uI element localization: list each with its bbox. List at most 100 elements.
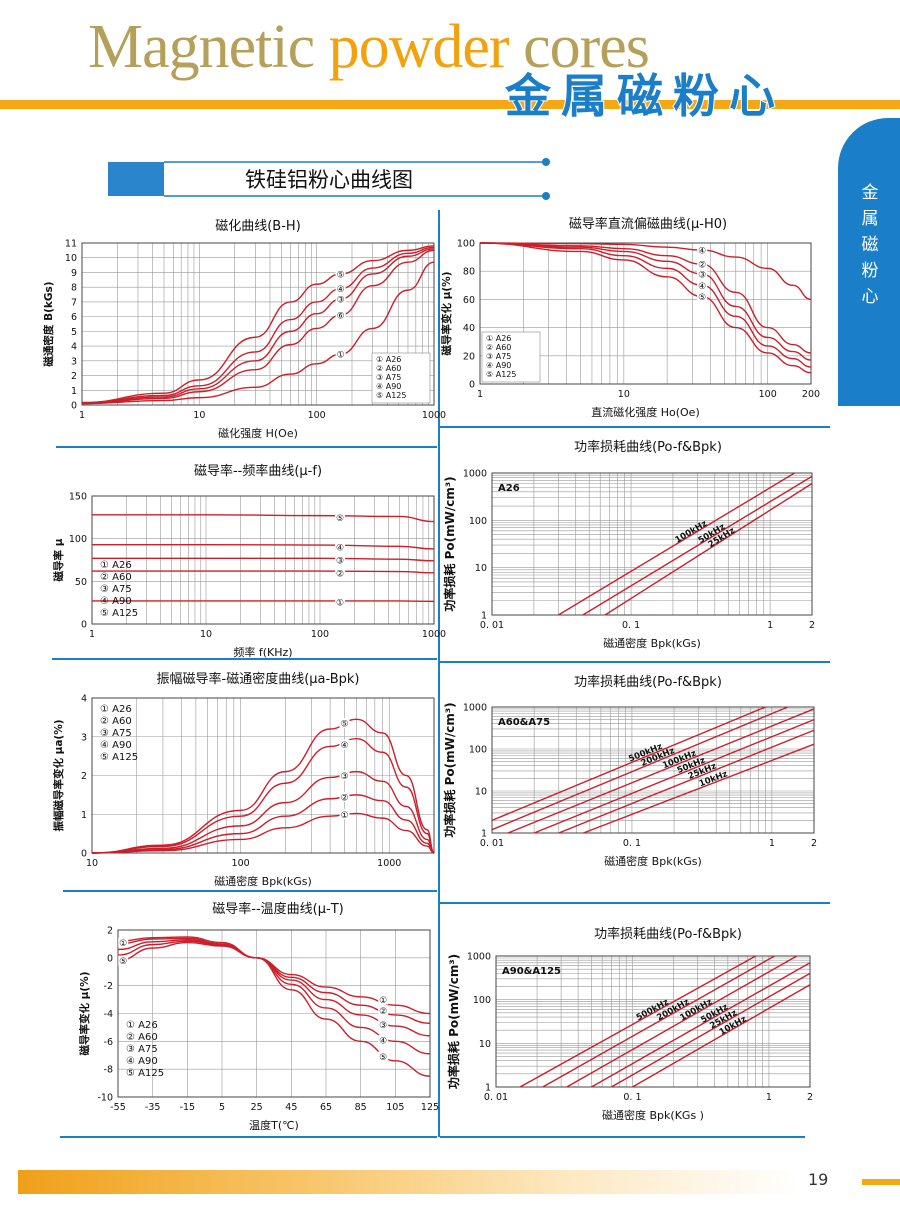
y-tick-label: -6 [104,1037,113,1048]
marker-bg [378,1034,389,1045]
legend-entry: ① A26 [376,355,401,364]
series-line [91,812,435,854]
x-axis-label: 磁通密度 Bpk(kGs) [214,874,312,888]
x-tick-label: 200 [802,389,820,400]
legend-entry: ④ A90 [100,740,132,751]
y-tick-label: 80 [463,267,475,278]
curve-marker: ① [379,996,387,1006]
series-line [117,939,431,1037]
x-tick-label: 45 [285,1102,297,1113]
marker-bg [378,1005,389,1016]
x-tick-label: 1000 [422,410,446,421]
inner-label: A90&A125 [502,966,561,977]
y-tick-label: 3 [81,732,87,743]
y-axis-label: 磁导率变化 μ(%) [78,972,91,1056]
y-tick-label: 100 [69,534,87,545]
series-line [81,246,435,404]
legend-entry: ⑤ A125 [126,1068,164,1079]
y-tick-label: 0 [107,953,113,964]
y-tick-label: 100 [473,995,491,1006]
x-tick-label: 125 [421,1102,439,1113]
y-tick-label: 8 [71,283,77,294]
x-tick-label: 1 [79,410,85,421]
legend-entry: ① A26 [126,1020,158,1031]
marker-bg [335,542,346,553]
marker-bg [378,1051,389,1062]
y-tick-label: 100 [457,239,475,250]
series-line [117,940,431,1055]
legend-entry: ③ A75 [100,728,132,739]
chart-pl_a90: 0. 01 0. 1 1 2 1 10 100 1000 功率损耗曲线(Po-f&Bpk) 磁通密… [446,926,813,1122]
header-bar [0,100,900,109]
series-line [117,937,431,1024]
curve-marker: ④ [337,285,345,295]
series-line [91,737,435,854]
marker-bg [118,937,129,948]
legend-entry: ② A60 [126,1032,158,1043]
curve-marker: ② [379,1007,387,1017]
series-line [81,261,435,405]
y-tick-label: 0 [469,380,475,391]
x-tick-label: -55 [110,1102,126,1113]
x-tick-label: 1 [89,629,95,640]
series-line [557,472,795,616]
series-line [604,482,813,616]
curve-marker: ⑤ [119,957,127,967]
marker-bg [697,280,708,291]
marker-bg [339,718,350,729]
x-tick-label: 25 [251,1102,263,1113]
legend-entry: ③ A75 [486,352,511,361]
chart-pl_a60: 0. 01 0. 1 1 2 1 10 100 1000 功率损耗曲线(Po-f&Bpk) 磁通密… [442,674,817,868]
curve-marker: ② [698,261,706,271]
curve-marker: ③ [337,295,345,305]
x-axis-label: 磁通密度 Bpk(KGs ) [602,1108,704,1122]
series-line [81,248,435,404]
x-tick-label: 5 [219,1102,225,1113]
curve-marker: ③ [379,1021,387,1031]
y-tick-label: -8 [104,1065,113,1076]
x-tick-label: -35 [145,1102,161,1113]
x-tick-label: 1000 [377,858,401,869]
plot-frame [479,242,812,385]
x-tick-label: 0. 1 [623,1092,641,1103]
y-tick-label: 11 [65,239,77,250]
legend-entry: ⑤ A125 [100,608,138,619]
series-line [533,718,815,834]
page-number: 19 [808,1170,829,1189]
inner-label: A60&A75 [498,717,550,728]
series-line [591,962,811,1088]
y-tick-label: 10 [479,1039,491,1050]
legend-entry: ④ A90 [126,1056,158,1067]
grid [491,472,813,616]
legend-box [481,331,541,383]
x-tick-label: 10 [193,410,205,421]
series-line [81,245,435,404]
y-axis-label: 功率损耗 Po(mW/cm³) [442,702,457,837]
series-line [632,984,811,1088]
y-tick-label: 2 [107,926,113,937]
y-tick-label: -2 [104,981,113,992]
marker-bg [697,269,708,280]
x-tick-label: 1 [769,838,775,849]
x-tick-label: 2 [811,838,817,849]
series-line [583,743,815,834]
y-tick-label: 1 [481,611,487,622]
marker-bg [335,596,346,607]
y-tick-label: 4 [71,342,77,353]
chart-title: 磁导率--频率曲线(μ-f) [194,463,322,479]
y-tick-label: 7 [71,297,77,308]
plot-frame [91,697,435,854]
page-line [862,1179,900,1185]
curve-marker: ④ [379,1036,387,1046]
series-line [558,729,815,834]
y-tick-label: 100 [469,516,487,527]
title-chinese: 金属磁粉心 [504,68,785,124]
y-tick-label: 1 [485,1083,491,1094]
y-axis-label: 功率损耗 Po(mW/cm³) [442,476,457,611]
marker-bg [339,809,350,820]
plot-frame [491,706,815,834]
y-tick-label: 1 [481,829,487,840]
x-tick-label: 0. 1 [622,620,640,631]
legend-entry: ① A26 [486,334,511,343]
curve-marker: ④ [698,282,706,292]
